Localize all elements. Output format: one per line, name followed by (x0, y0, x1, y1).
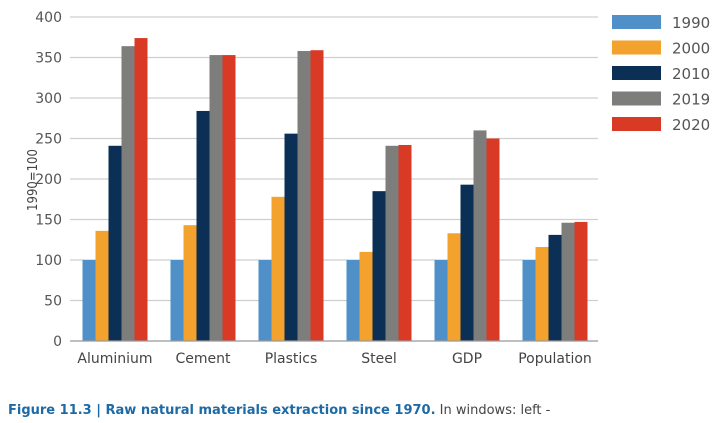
x-tick-label: Cement (175, 351, 231, 367)
bar-steel-2000 (359, 251, 373, 341)
bar-steel-1990 (346, 260, 360, 341)
x-tick-label: Steel (361, 351, 397, 367)
bar-population-2019 (561, 222, 575, 341)
legend-label: 2020 (672, 116, 710, 134)
bar-population-2020 (574, 221, 588, 341)
bar-gdp-2020 (486, 138, 500, 341)
y-tick-label: 50 (44, 294, 62, 310)
x-tick-label: Aluminium (77, 351, 152, 367)
legend-swatch-2000 (612, 40, 661, 55)
bar-aluminium-2000 (95, 230, 109, 341)
gridlines (70, 16, 598, 302)
legend-swatch-2010 (612, 66, 661, 80)
bar-plastics-2020 (310, 50, 324, 342)
x-tick-label: Plastics (265, 351, 318, 367)
bar-cement-2019 (209, 55, 223, 341)
bar-aluminium-2020 (134, 38, 148, 342)
y-tick-label: 100 (35, 253, 62, 269)
bar-plastics-2010 (284, 133, 298, 341)
y-tick-label: 300 (35, 91, 62, 107)
bar-plastics-2000 (271, 196, 285, 341)
y-axis-label: 1990=100 (26, 149, 41, 211)
legend-swatch-2019 (612, 91, 661, 106)
bar-cement-2020 (222, 55, 236, 341)
bar-gdp-1990 (434, 260, 448, 341)
y-tick-label: 200 (35, 172, 62, 188)
legend-label: 2000 (672, 40, 710, 58)
legend: 1990 2000 2010 2019 2020 (612, 14, 710, 134)
bar-aluminium-2010 (108, 145, 122, 341)
x-axis-categories: Aluminium Cement Plastics Steel GDP Populatio… (77, 351, 591, 367)
bar-steel-2010 (372, 191, 386, 341)
bar-gdp-2010 (460, 184, 474, 341)
legend-swatch-1990 (612, 15, 661, 29)
bar-cement-1990 (170, 260, 184, 341)
y-axis-ticks: 0 50 100 150 200 250 300 350 400 (35, 10, 62, 350)
bar-steel-2020 (398, 144, 412, 341)
figure-caption: Figure 11.3 | Raw natural materials extr… (8, 403, 550, 418)
y-tick-label: 0 (53, 334, 62, 350)
legend-swatch-2020 (612, 117, 661, 131)
bar-population-2010 (548, 234, 562, 341)
y-tick-label: 250 (35, 132, 62, 148)
bar-population-1990 (522, 260, 536, 341)
legend-label: 1990 (672, 14, 710, 32)
x-tick-label: Population (518, 351, 592, 367)
legend-label: 2010 (672, 65, 710, 83)
y-tick-label: 350 (35, 51, 62, 67)
bar-aluminium-1990 (82, 260, 96, 341)
y-tick-label: 150 (35, 213, 62, 229)
bar-aluminium-2019 (121, 46, 135, 341)
bar-plastics-2019 (297, 51, 311, 342)
bar-gdp-2000 (447, 233, 461, 341)
bar-steel-2019 (385, 145, 399, 341)
legend-label: 2019 (672, 91, 710, 109)
bar-chart: 0 50 100 150 200 250 300 350 400 1990=100 Alumin… (26, 10, 710, 367)
bar-cement-2010 (196, 110, 210, 342)
bars (82, 38, 588, 342)
y-tick-label: 400 (35, 10, 62, 26)
caption-rest: In windows: left - (435, 403, 551, 418)
bar-population-2000 (535, 247, 549, 341)
bar-gdp-2019 (473, 130, 487, 341)
bar-plastics-1990 (258, 260, 272, 341)
bar-cement-2000 (183, 225, 197, 341)
caption-label: Figure 11.3 | Raw natural materials extr… (8, 403, 436, 418)
x-tick-label: GDP (452, 351, 482, 367)
